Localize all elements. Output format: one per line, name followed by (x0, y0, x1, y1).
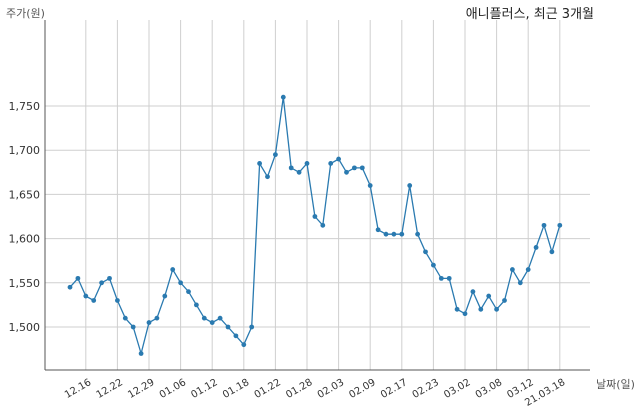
data-point (431, 262, 436, 268)
data-point (304, 161, 310, 166)
data-point (249, 324, 255, 330)
data-point (138, 351, 144, 356)
x-tick-label: 03.08 (474, 377, 504, 401)
x-tick-label: 12.29 (126, 377, 156, 401)
series-layer (67, 94, 563, 356)
data-point (375, 227, 381, 233)
data-point (280, 94, 286, 100)
data-point (217, 315, 223, 321)
x-tick-label: 12.22 (95, 377, 125, 401)
data-point (67, 284, 73, 290)
data-point (146, 320, 152, 325)
data-point (557, 222, 563, 228)
data-point (209, 320, 215, 325)
data-point (170, 267, 176, 272)
data-point (233, 333, 239, 339)
y-tick-label: 1,700 (9, 144, 41, 157)
data-point (415, 231, 420, 237)
data-point (186, 289, 191, 295)
x-tick-label: 02.09 (347, 377, 377, 401)
data-point (130, 324, 136, 330)
data-point (352, 165, 357, 171)
data-point (383, 231, 389, 237)
data-point (296, 169, 302, 175)
data-point (486, 293, 492, 299)
x-tick-label: 01.28 (284, 377, 314, 401)
y-tick-label: 1,750 (9, 100, 41, 113)
data-point (423, 249, 428, 255)
data-point (312, 214, 318, 219)
data-point (510, 267, 515, 272)
data-point (99, 280, 104, 286)
data-point (91, 298, 97, 303)
data-point (122, 315, 128, 321)
data-point (462, 311, 468, 317)
data-point (494, 306, 499, 312)
y-tick-label: 1,500 (9, 321, 41, 334)
data-point (257, 161, 262, 166)
data-point (446, 275, 452, 281)
x-tick-label: 01.06 (158, 377, 188, 401)
data-point (225, 324, 231, 330)
tick-layer: 1,500 1,550 1,600 1,650 1,700 1,750 12.16 12.22… (9, 100, 568, 409)
data-point (154, 315, 160, 321)
x-tick-label: 01.12 (189, 377, 219, 401)
chart-title: 애니플러스, 최근 3개월 (466, 7, 594, 22)
data-point (470, 289, 476, 295)
x-axis-label: 날짜(일) (596, 377, 635, 391)
data-point (336, 156, 341, 162)
data-point (517, 280, 523, 286)
data-point (502, 298, 507, 303)
price-series-line (69, 97, 561, 356)
y-axis-label: 주가(원) (6, 7, 45, 20)
data-point (328, 161, 334, 166)
data-point (391, 231, 397, 237)
data-point (265, 174, 270, 180)
data-point (478, 306, 484, 312)
data-point (273, 152, 278, 158)
data-point (201, 315, 207, 321)
data-point (533, 245, 539, 250)
grid-layer (45, 20, 590, 370)
data-point (438, 275, 444, 281)
data-point (344, 169, 349, 175)
y-tick-label: 1,650 (9, 188, 41, 201)
data-point (83, 293, 89, 299)
data-point (162, 293, 168, 299)
x-tick-label: 02.03 (316, 377, 346, 401)
data-point (75, 275, 81, 281)
y-tick-label: 1,550 (9, 277, 41, 290)
y-tick-label: 1,600 (9, 233, 41, 246)
axis-layer (44, 20, 590, 371)
data-point (241, 342, 247, 348)
data-point (288, 165, 294, 171)
x-tick-label: 03.02 (442, 377, 472, 401)
data-point (367, 183, 373, 188)
x-tick-label: 12.16 (63, 377, 93, 401)
data-point (549, 249, 555, 255)
data-point (115, 298, 120, 303)
x-tick-label: 02.17 (379, 377, 409, 401)
data-point (194, 302, 199, 308)
data-point (359, 165, 365, 171)
x-tick-label: 02.23 (411, 377, 441, 401)
data-point (399, 231, 405, 237)
x-tick-label: 01.22 (253, 377, 283, 401)
data-point (541, 222, 547, 228)
data-point (454, 306, 460, 312)
data-point (407, 183, 413, 188)
data-point (320, 222, 326, 228)
x-tick-label: 01.18 (221, 377, 251, 401)
data-point (178, 280, 184, 286)
data-point (107, 275, 112, 281)
data-point (525, 267, 531, 272)
